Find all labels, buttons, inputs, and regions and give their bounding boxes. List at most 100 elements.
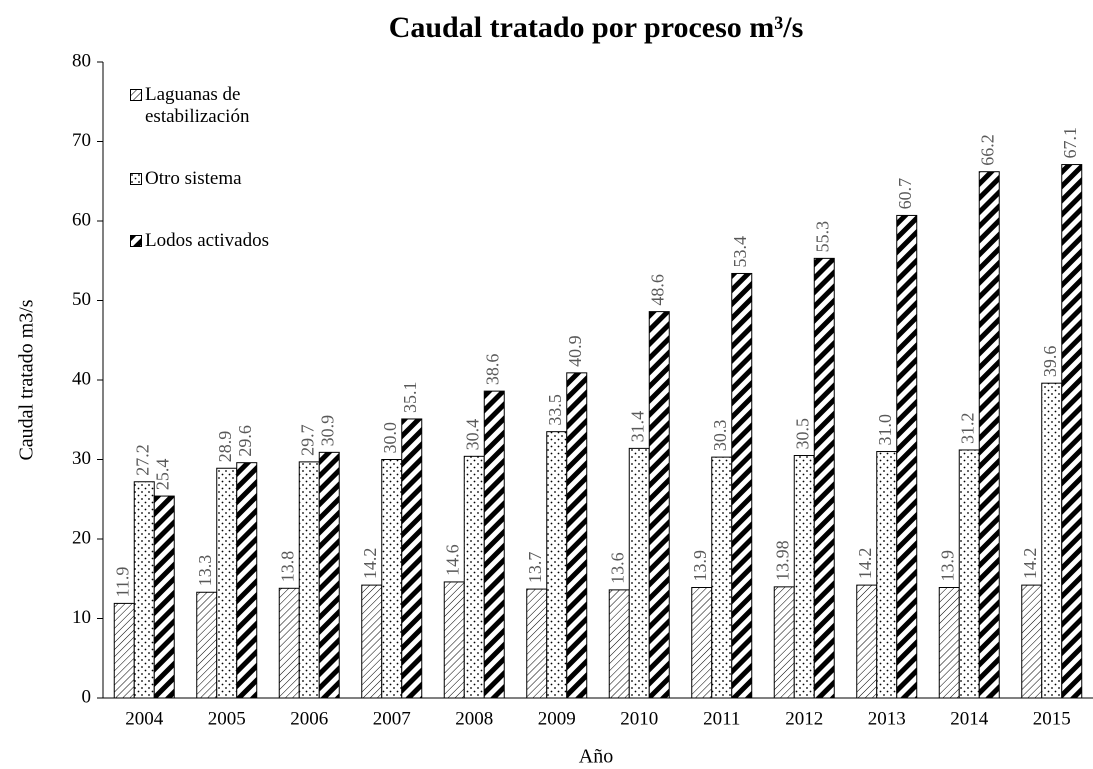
value-label: 13.3 xyxy=(195,555,215,587)
bar xyxy=(133,481,155,699)
bar xyxy=(648,311,670,699)
legend: Laguanas de estabilización Otro sistema Lo… xyxy=(130,84,310,252)
x-tick-label: 2004 xyxy=(125,708,164,729)
legend-label: Lodos activados xyxy=(145,230,270,251)
bar xyxy=(278,587,300,699)
y-tick-label: 20 xyxy=(72,527,91,548)
x-tick-label: 2014 xyxy=(950,708,989,729)
x-axis-title: Año xyxy=(579,746,613,768)
bar xyxy=(113,602,135,699)
bar xyxy=(443,581,465,699)
value-label: 14.2 xyxy=(855,548,875,580)
bar xyxy=(938,586,960,699)
legend-swatch-rect xyxy=(130,173,142,185)
bar xyxy=(318,451,340,699)
value-label: 29.7 xyxy=(297,424,317,456)
x-tick-label: 2009 xyxy=(538,708,576,729)
value-label: 38.6 xyxy=(482,354,502,386)
bar xyxy=(1041,382,1063,699)
x-tick-label: 2010 xyxy=(620,708,658,729)
legend-label: Laguanas de estabilización xyxy=(145,84,250,127)
value-label: 35.1 xyxy=(400,381,420,413)
bar xyxy=(608,589,630,699)
legend-item: Laguanas de estabilización xyxy=(130,84,310,128)
bar xyxy=(1061,164,1083,699)
x-tick-label: 2005 xyxy=(208,708,246,729)
value-label: 31.2 xyxy=(957,412,977,444)
bar xyxy=(896,214,918,699)
value-label: 14.6 xyxy=(442,544,462,576)
legend-swatch-rect xyxy=(130,89,142,101)
bar xyxy=(298,461,320,699)
y-tick-label: 10 xyxy=(72,607,91,628)
x-tick-label: 2011 xyxy=(703,708,740,729)
value-label: 48.6 xyxy=(647,274,667,306)
legend-swatch xyxy=(130,89,142,101)
value-label: 40.9 xyxy=(565,335,585,367)
y-tick-label: 40 xyxy=(72,368,91,389)
y-tick-label: 80 xyxy=(72,50,91,71)
bar xyxy=(628,447,650,699)
value-label: 30.4 xyxy=(462,419,482,451)
y-tick-label: 60 xyxy=(72,209,91,230)
x-tick-label: 2015 xyxy=(1033,708,1071,729)
bar xyxy=(856,584,878,699)
value-label: 28.9 xyxy=(215,431,235,463)
legend-item: Otro sistema xyxy=(130,168,310,190)
value-label: 30.9 xyxy=(317,415,337,447)
value-label: 13.98 xyxy=(772,540,792,581)
bar xyxy=(793,455,815,699)
value-label: 60.7 xyxy=(895,178,915,210)
x-tick-label: 2007 xyxy=(373,708,411,729)
value-label: 39.6 xyxy=(1040,346,1060,378)
legend-swatch-rect xyxy=(130,235,142,247)
value-label: 30.3 xyxy=(710,420,730,452)
value-label: 14.2 xyxy=(1020,548,1040,580)
bar xyxy=(216,467,238,699)
bar xyxy=(483,390,505,699)
value-label: 13.7 xyxy=(525,552,545,584)
value-label: 11.9 xyxy=(112,567,132,598)
bar xyxy=(731,272,753,699)
bar xyxy=(711,456,733,699)
bar xyxy=(196,591,218,699)
value-label: 31.0 xyxy=(875,414,895,446)
chart-title: Caudal tratado por proceso m³/s xyxy=(389,11,804,44)
bar xyxy=(463,455,485,699)
value-label: 31.4 xyxy=(627,411,647,443)
x-tick-label: 2012 xyxy=(785,708,823,729)
x-tick-label: 2008 xyxy=(455,708,493,729)
y-tick-label: 70 xyxy=(72,130,91,151)
value-label: 25.4 xyxy=(152,459,172,491)
value-label: 29.6 xyxy=(235,425,255,457)
x-tick-label: 2006 xyxy=(290,708,328,729)
value-label: 13.6 xyxy=(607,552,627,584)
y-tick-label: 30 xyxy=(72,448,91,469)
value-label: 53.4 xyxy=(730,236,750,268)
y-tick-label: 50 xyxy=(72,289,91,310)
value-label: 30.5 xyxy=(792,418,812,450)
y-tick-label: 0 xyxy=(82,686,92,707)
bar xyxy=(1021,584,1043,699)
value-label: 14.2 xyxy=(360,548,380,580)
x-tick-label: 2013 xyxy=(868,708,906,729)
value-label: 55.3 xyxy=(812,221,832,253)
legend-item: Lodos activados xyxy=(130,230,310,252)
bar xyxy=(958,449,980,699)
value-label: 66.2 xyxy=(977,134,997,166)
bar xyxy=(546,431,568,699)
bar xyxy=(566,372,588,699)
bar xyxy=(773,586,795,699)
legend-label: Otro sistema xyxy=(145,168,242,189)
legend-swatch xyxy=(130,235,142,247)
bar xyxy=(381,459,403,699)
value-label: 13.9 xyxy=(690,550,710,582)
value-label: 13.9 xyxy=(937,550,957,582)
bar xyxy=(813,257,835,699)
value-label: 33.5 xyxy=(545,394,565,426)
y-axis-title: Caudal tratado m3/s xyxy=(16,299,38,460)
bar xyxy=(361,584,383,699)
bar xyxy=(236,462,258,699)
